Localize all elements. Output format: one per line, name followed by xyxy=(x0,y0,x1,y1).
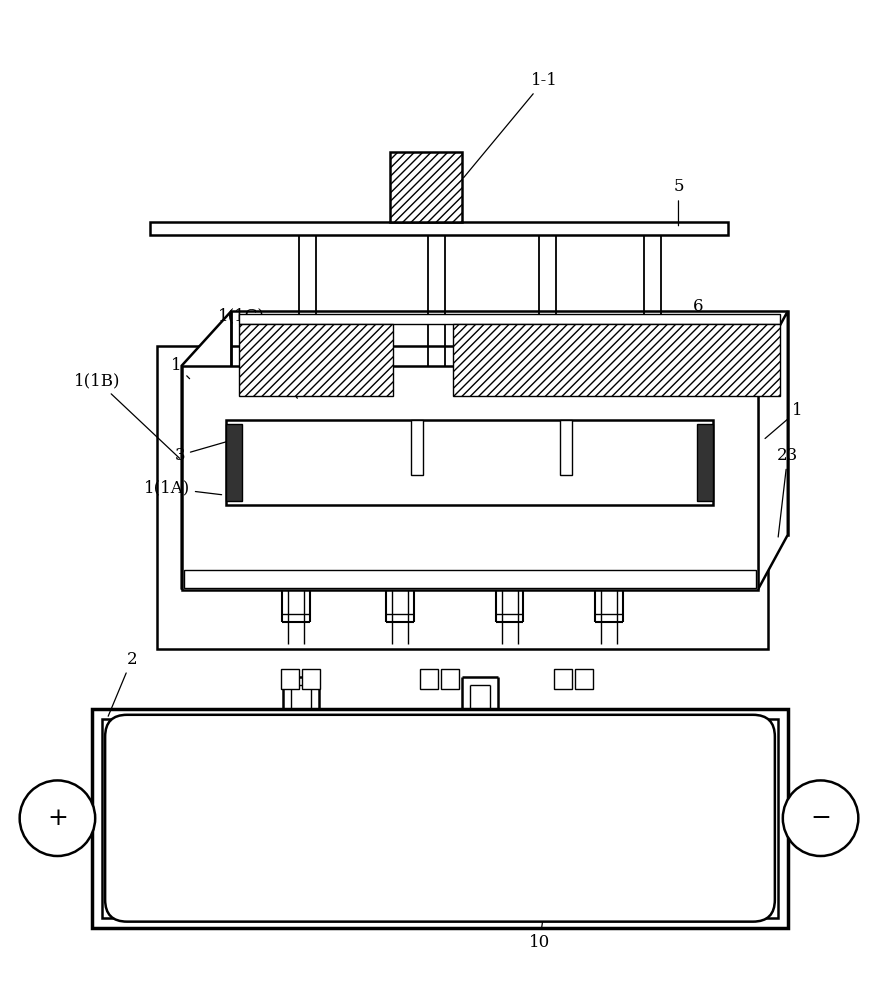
Bar xyxy=(410,420,423,475)
Bar xyxy=(302,669,319,689)
Text: 4: 4 xyxy=(681,362,723,389)
Bar xyxy=(453,324,779,396)
Bar xyxy=(92,709,787,928)
Text: 1: 1 xyxy=(764,402,802,439)
Bar xyxy=(574,669,592,689)
Text: 6: 6 xyxy=(658,298,702,339)
Circle shape xyxy=(782,780,858,856)
Text: 23: 23 xyxy=(776,447,797,537)
Circle shape xyxy=(19,780,95,856)
Bar xyxy=(239,324,393,396)
Bar xyxy=(419,669,438,689)
Bar xyxy=(553,669,572,689)
Bar xyxy=(226,424,242,501)
Bar xyxy=(560,420,572,475)
Polygon shape xyxy=(182,311,231,589)
Bar xyxy=(390,152,461,222)
Text: 10: 10 xyxy=(528,881,549,951)
Bar xyxy=(226,420,712,505)
Bar xyxy=(157,346,767,649)
Bar xyxy=(182,366,757,589)
Text: 2: 2 xyxy=(108,651,137,716)
Bar xyxy=(696,424,712,501)
Text: 5: 5 xyxy=(673,178,683,226)
Text: −: − xyxy=(809,807,831,830)
Text: 1(1C): 1(1C) xyxy=(217,308,297,398)
Text: 1(1B): 1(1B) xyxy=(74,372,180,458)
FancyBboxPatch shape xyxy=(105,715,774,922)
Bar xyxy=(440,669,459,689)
Text: 3: 3 xyxy=(175,441,228,464)
Text: 1: 1 xyxy=(171,357,189,379)
Bar xyxy=(231,311,787,535)
Bar xyxy=(281,669,298,689)
Bar xyxy=(239,314,779,324)
Bar xyxy=(183,570,755,588)
Text: 1-1: 1-1 xyxy=(463,72,557,178)
Polygon shape xyxy=(757,311,787,589)
Bar xyxy=(150,222,727,235)
Bar xyxy=(102,719,777,918)
Text: 1(1A): 1(1A) xyxy=(144,480,221,497)
Text: +: + xyxy=(47,807,68,830)
